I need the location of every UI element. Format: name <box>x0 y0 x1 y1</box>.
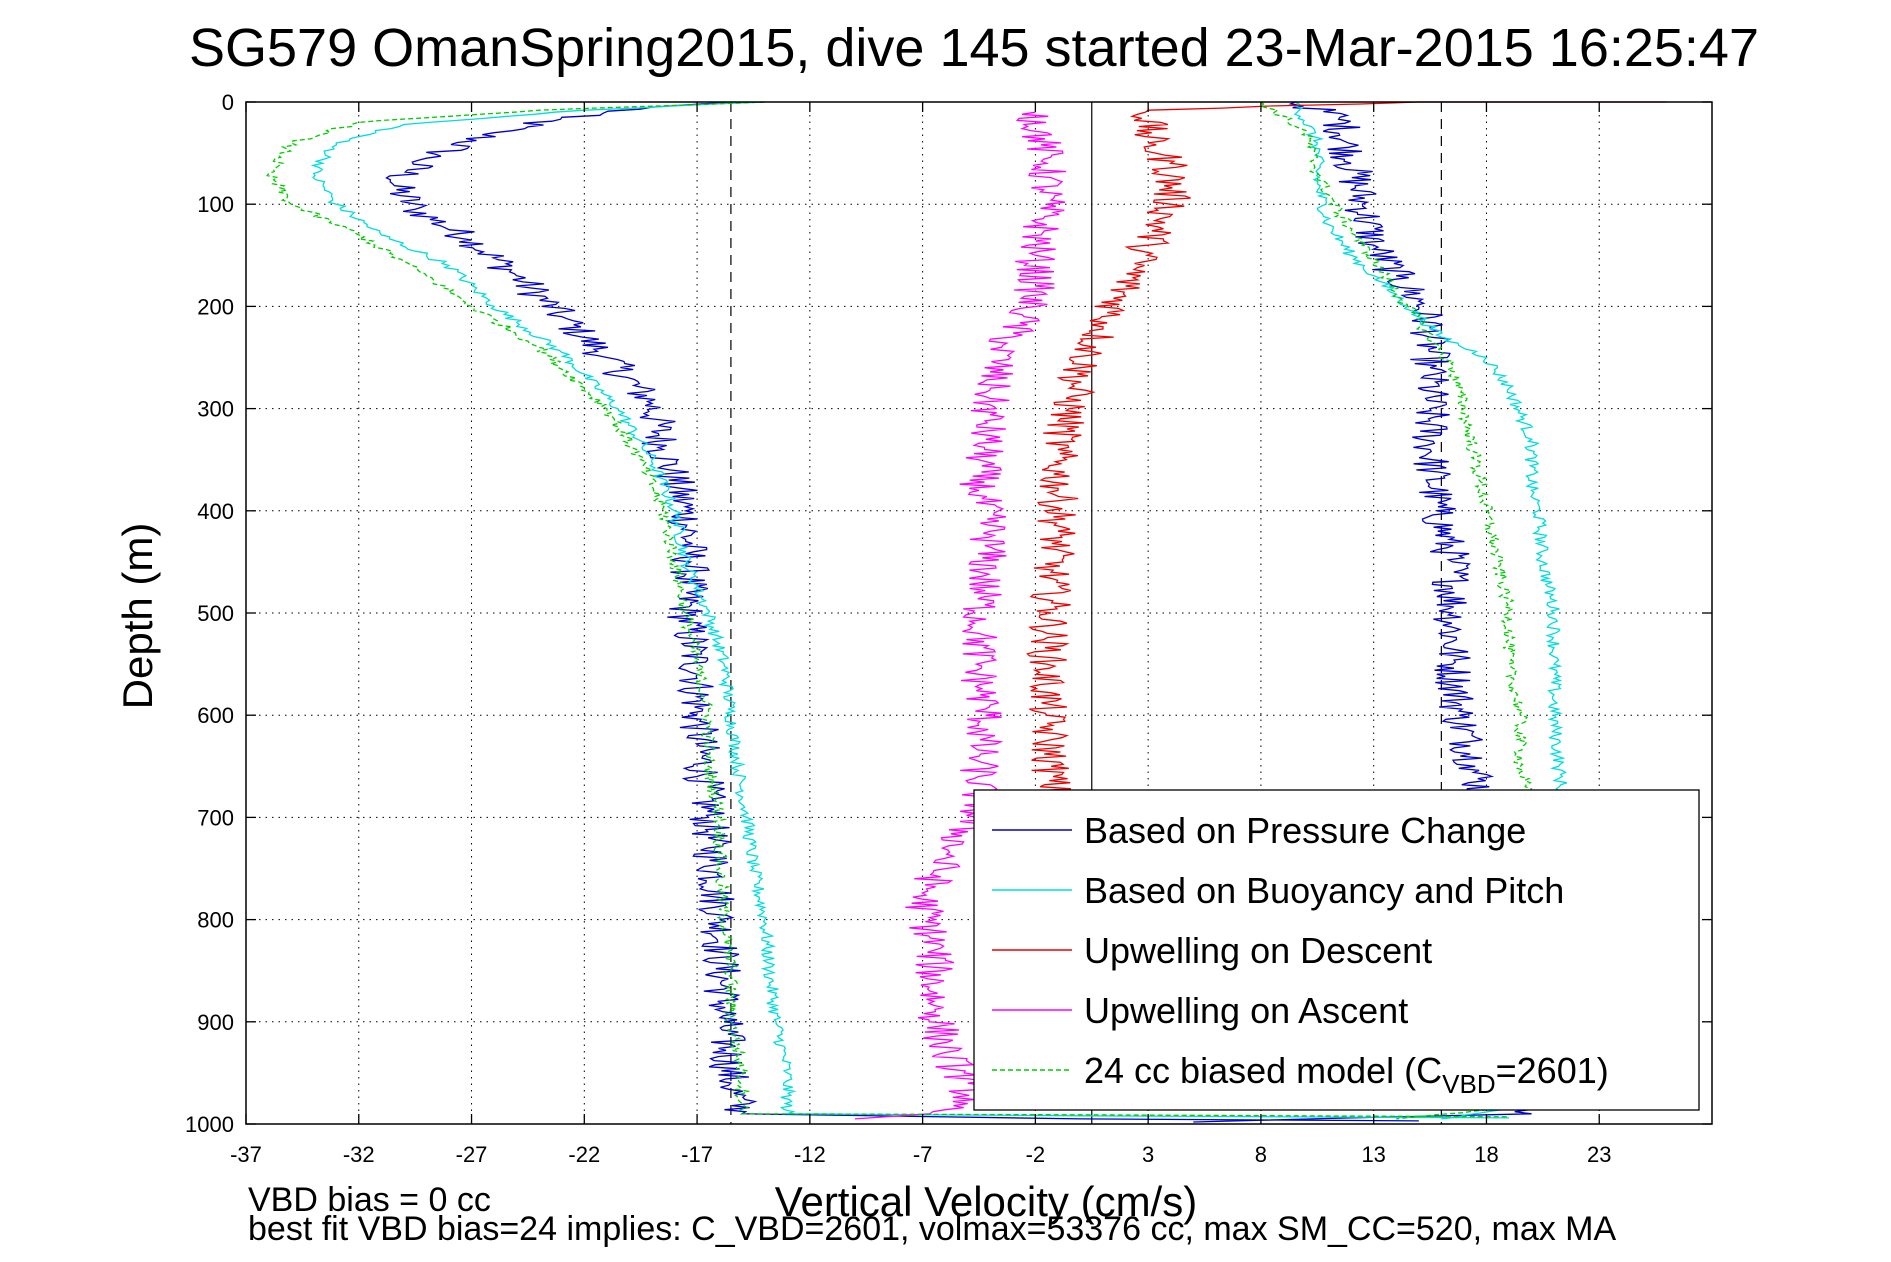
x-tick-label: -22 <box>568 1142 600 1167</box>
x-tick-label: -37 <box>230 1142 262 1167</box>
series-line <box>854 111 1067 1120</box>
legend-label: Based on Pressure Change <box>1084 810 1526 851</box>
y-tick-label: 900 <box>197 1010 234 1035</box>
y-tick-label: 600 <box>197 703 234 728</box>
y-tick-label: 100 <box>197 192 234 217</box>
y-tick-label: 300 <box>197 397 234 422</box>
series-line <box>310 101 1510 1119</box>
legend-label: Upwelling on Ascent <box>1084 990 1408 1031</box>
series-line <box>385 101 1419 1122</box>
y-tick-label: 700 <box>197 805 234 830</box>
x-tick-label: 13 <box>1361 1142 1385 1167</box>
legend-label: Based on Buoyancy and Pitch <box>1084 870 1564 911</box>
legend-label: 24 cc biased model (CVBD=2601) <box>1084 1050 1609 1099</box>
axis-ticks: -37 -32 -27 -22 -17 -12 -7 -2 3 8 13 18 23 0 100 200 300… <box>185 90 1712 1167</box>
best-fit-note: best fit VBD bias=24 implies: C_VBD=2601… <box>248 1210 1617 1248</box>
legend-box <box>973 789 1700 1111</box>
series-line <box>266 101 1510 1118</box>
y-tick-label: 400 <box>197 499 234 524</box>
x-tick-label: -7 <box>913 1142 933 1167</box>
legend-label: Upwelling on Descent <box>1084 930 1432 971</box>
x-tick-label: 3 <box>1142 1142 1154 1167</box>
x-tick-label: -32 <box>343 1142 375 1167</box>
x-tick-label: -27 <box>456 1142 488 1167</box>
x-tick-label: 18 <box>1474 1142 1498 1167</box>
x-tick-label: -17 <box>681 1142 713 1167</box>
x-tick-label: 8 <box>1255 1142 1267 1167</box>
y-axis-label: Depth (m) <box>114 523 161 710</box>
chart-title: SG579 OmanSpring2015, dive 145 started 2… <box>189 18 1759 78</box>
y-tick-label: 0 <box>222 90 234 115</box>
series-line <box>1026 101 1667 880</box>
legend: Based on Pressure Change Based on Buoyanc… <box>973 789 1700 1111</box>
x-tick-label: -2 <box>1026 1142 1046 1167</box>
y-tick-label: 500 <box>197 601 234 626</box>
vbd-bias-note: VBD bias = 0 cc <box>248 1181 491 1219</box>
y-tick-label: 1000 <box>185 1112 234 1137</box>
y-tick-label: 200 <box>197 294 234 319</box>
x-axis-label: Vertical Velocity (cm/s) <box>775 1178 1197 1225</box>
y-tick-label: 800 <box>197 908 234 933</box>
x-tick-label: -12 <box>794 1142 826 1167</box>
x-tick-label: 23 <box>1587 1142 1611 1167</box>
